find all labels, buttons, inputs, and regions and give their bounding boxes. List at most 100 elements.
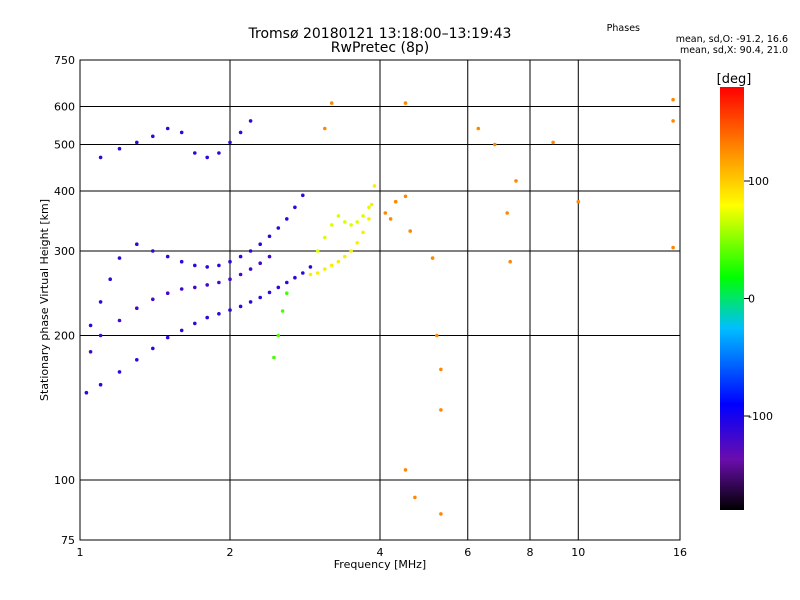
echo-point xyxy=(280,309,285,313)
echo-point xyxy=(671,119,675,123)
echo-point xyxy=(98,333,103,338)
echo-point xyxy=(193,285,197,290)
echo-point xyxy=(285,291,289,296)
echo-point xyxy=(117,318,122,323)
echo-point xyxy=(248,267,253,271)
colorbar-tick-label: -100 xyxy=(748,410,773,423)
echo-point xyxy=(285,217,289,221)
echo-point xyxy=(329,101,334,105)
x-axis-label: Frequency [MHz] xyxy=(334,558,426,571)
echo-point xyxy=(285,280,289,285)
echo-point xyxy=(308,265,313,269)
echo-point xyxy=(258,295,263,300)
colorbar-ticks: 100 0 -100 xyxy=(744,175,773,423)
echo-point xyxy=(258,242,263,246)
echo-point xyxy=(117,146,122,151)
echo-point xyxy=(315,271,320,275)
echo-point xyxy=(165,335,170,340)
echo-point xyxy=(228,140,232,145)
x-tick-label: 16 xyxy=(673,546,687,559)
echo-point xyxy=(151,249,155,253)
echo-point xyxy=(117,370,122,374)
echo-point xyxy=(372,184,377,188)
echo-point xyxy=(308,272,313,277)
echo-point xyxy=(98,155,103,160)
echo-point xyxy=(403,468,408,472)
echo-point xyxy=(367,217,371,221)
x-tick-label: 1 xyxy=(77,546,84,559)
echo-point xyxy=(671,97,675,102)
y-tick-label: 100 xyxy=(54,474,75,487)
echo-point xyxy=(301,271,305,275)
echo-point xyxy=(108,277,112,282)
x-tick-label: 4 xyxy=(377,546,384,559)
echo-point xyxy=(336,214,341,218)
echo-point xyxy=(217,312,221,316)
echo-point xyxy=(135,358,139,362)
echo-point xyxy=(272,355,276,360)
colorbar-tick-label: 0 xyxy=(748,293,755,306)
echo-point xyxy=(151,346,155,351)
echo-point xyxy=(98,382,103,387)
echo-point xyxy=(393,199,398,204)
echo-point xyxy=(267,254,272,259)
echo-point xyxy=(217,263,221,268)
x-axis-ticks: 1 2 4 6 8 10 16 xyxy=(77,546,688,559)
chart-subtitle: RwPretec (8p) xyxy=(330,40,430,56)
echo-point xyxy=(408,229,413,233)
echo-point xyxy=(493,142,497,147)
echo-point xyxy=(228,308,232,312)
echo-point xyxy=(323,235,327,240)
grid-lines xyxy=(80,60,680,540)
echo-points xyxy=(84,97,675,516)
echo-point xyxy=(439,408,443,412)
echo-point xyxy=(267,234,272,239)
phase-stats-o: mean, sd,O: -91.2, 16.6 xyxy=(675,34,788,45)
echo-point xyxy=(248,300,253,304)
echo-point xyxy=(193,263,197,268)
echo-point xyxy=(293,205,297,210)
echo-point xyxy=(179,287,184,291)
echo-point xyxy=(238,254,243,259)
echo-point xyxy=(276,226,281,230)
y-tick-label: 750 xyxy=(54,54,75,67)
echo-point xyxy=(276,285,281,290)
echo-point xyxy=(248,119,253,123)
echo-point xyxy=(361,230,365,235)
echo-point xyxy=(151,134,155,139)
echo-point xyxy=(205,155,209,160)
echo-point xyxy=(343,254,347,259)
colorbar-label: [deg] xyxy=(717,72,752,87)
echo-point xyxy=(349,249,353,253)
colorbar xyxy=(720,87,744,510)
chart-title: Tromsø 20180121 13:18:00–13:19:43 xyxy=(248,26,512,42)
echo-point xyxy=(193,151,197,155)
echo-point xyxy=(238,272,243,277)
echo-point xyxy=(165,126,170,131)
echo-point xyxy=(476,126,481,131)
echo-point xyxy=(228,277,232,282)
echo-point xyxy=(179,259,184,264)
echo-point xyxy=(349,223,353,227)
y-tick-label: 600 xyxy=(54,101,75,114)
echo-point xyxy=(84,390,89,395)
echo-point xyxy=(267,290,272,295)
echo-point xyxy=(238,304,243,309)
echo-point xyxy=(315,249,320,253)
echo-point xyxy=(179,328,184,333)
echo-point xyxy=(276,333,281,338)
echo-point xyxy=(369,202,374,207)
echo-point xyxy=(135,306,139,311)
echo-point xyxy=(361,214,365,218)
echo-point xyxy=(135,242,139,246)
echo-point xyxy=(179,130,184,135)
echo-point xyxy=(205,315,209,320)
y-tick-label: 300 xyxy=(54,245,75,258)
echo-point xyxy=(388,217,393,221)
plot-frame xyxy=(79,59,681,541)
echo-point xyxy=(671,245,675,250)
echo-point xyxy=(367,205,371,210)
echo-point xyxy=(98,300,103,304)
y-tick-label: 500 xyxy=(54,139,75,152)
echo-point xyxy=(205,265,209,269)
